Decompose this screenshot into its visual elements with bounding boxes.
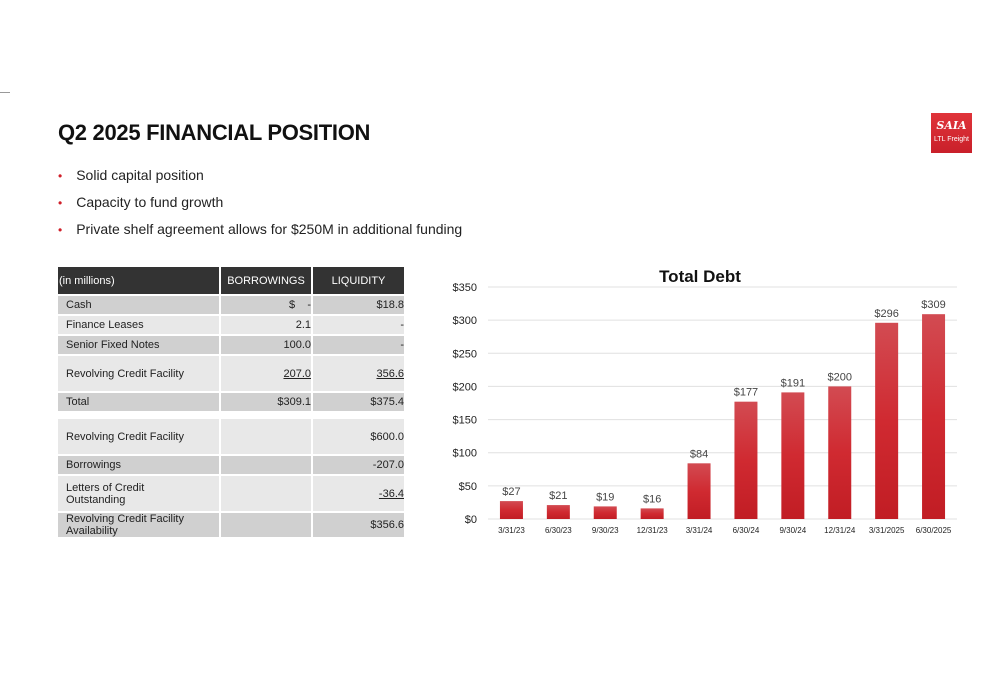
y-tick-label: $350 — [453, 282, 477, 294]
table-row: Revolving Credit Facility Availability $3… — [58, 512, 404, 539]
bullet-icon: • — [58, 169, 63, 183]
y-tick-label: $0 — [465, 514, 477, 526]
financial-table: (in millions) BORROWINGS LIQUIDITY Cash $… — [58, 267, 404, 539]
x-tick-label: 6/30/2025 — [916, 526, 952, 535]
y-tick-label: $300 — [453, 315, 477, 327]
bullet-list: • Solid capital position • Capacity to fun… — [58, 166, 462, 247]
table-row: Borrowings -207.0 — [58, 455, 404, 476]
x-tick-label: 3/31/24 — [686, 526, 713, 535]
y-tick-label: $200 — [453, 381, 477, 393]
logo-brand: SAIA — [936, 119, 967, 132]
data-label: $16 — [643, 493, 661, 505]
y-tick-label: $50 — [459, 481, 477, 493]
table-row-total: Total $309.1 $375.4 — [58, 392, 404, 413]
data-label: $191 — [781, 377, 805, 389]
x-tick-label: 9/30/23 — [592, 526, 619, 535]
bar — [640, 508, 664, 519]
table-row: Senior Fixed Notes 100.0- — [58, 335, 404, 356]
table-row: Finance Leases 2.1- — [58, 315, 404, 336]
divider — [0, 92, 10, 93]
total-debt-chart: Total Debt $0 $50 $100 $150 $200 $250 $300 $350… — [453, 267, 957, 535]
bar — [922, 314, 946, 519]
table-header: (in millions) BORROWINGS LIQUIDITY — [58, 267, 404, 296]
y-tick-label: $250 — [453, 348, 477, 360]
header-label: (in millions) — [58, 267, 221, 296]
data-label: $200 — [828, 371, 852, 383]
bar — [781, 392, 805, 519]
x-tick-label: 12/31/24 — [824, 526, 856, 535]
bullet-item: • Private shelf agreement allows for $250… — [58, 221, 463, 237]
data-label: $27 — [502, 486, 520, 498]
saia-logo: SAIA LTL Freight — [931, 113, 972, 153]
data-label: $84 — [690, 448, 708, 460]
bullet-item: • Capacity to fund growth — [58, 194, 224, 210]
x-tick-label: 3/31/23 — [498, 526, 525, 535]
table-row: Revolving Credit Facility $600.0 — [58, 418, 404, 456]
bullet-icon: • — [58, 223, 63, 237]
bullet-icon: • — [58, 196, 63, 210]
data-label: $21 — [549, 490, 567, 502]
bar — [828, 386, 852, 519]
logo-sub: LTL Freight — [933, 136, 969, 143]
page-title: Q2 2025 FINANCIAL POSITION — [58, 120, 371, 145]
table-row: Letters of Credit Outstanding -36.4 — [58, 475, 404, 513]
data-label: $296 — [874, 308, 898, 320]
table-row: Cash $ - $18.8 — [58, 295, 404, 316]
bullet-item: • Solid capital position — [58, 167, 204, 183]
data-label: $177 — [734, 387, 758, 399]
header-liquidity: LIQUIDITY — [312, 267, 404, 296]
x-tick-label: 6/30/24 — [733, 526, 760, 535]
y-tick-label: $100 — [453, 448, 477, 460]
bar — [593, 506, 617, 519]
bar — [546, 505, 570, 519]
table-row: Revolving Credit Facility 207.0 356.6 — [58, 355, 404, 393]
data-label: $19 — [596, 491, 614, 503]
x-tick-label: 12/31/23 — [637, 526, 669, 535]
bar — [499, 501, 523, 519]
x-tick-label: 6/30/23 — [545, 526, 572, 535]
data-label: $309 — [921, 299, 945, 311]
chart-title: Total Debt — [659, 267, 741, 286]
bar — [687, 463, 711, 519]
y-tick-label: $150 — [453, 415, 477, 427]
bar — [875, 322, 899, 519]
bar — [734, 401, 758, 519]
x-tick-label: 9/30/24 — [779, 526, 806, 535]
header-borrowings: BORROWINGS — [220, 267, 313, 296]
table-gap — [58, 412, 404, 419]
x-tick-label: 3/31/2025 — [869, 526, 905, 535]
